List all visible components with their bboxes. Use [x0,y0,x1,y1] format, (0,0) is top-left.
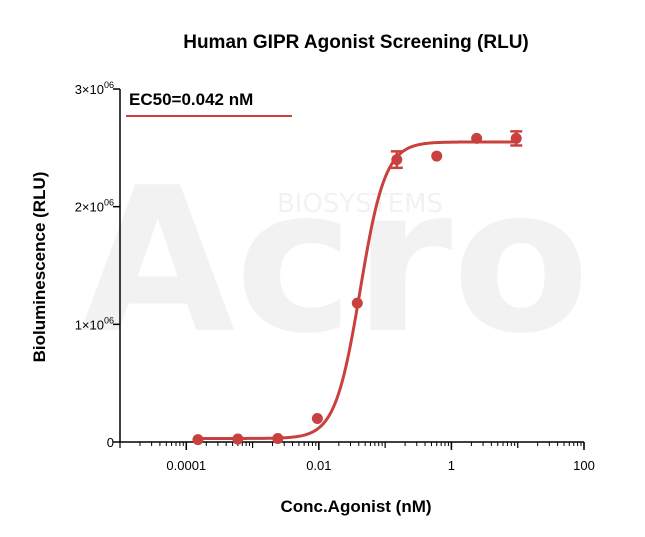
y-tick-exponent: 06 [104,315,114,325]
y-tick-label: 1×1006 [75,315,114,332]
y-tick-mantissa: 1×10 [75,317,104,332]
x-tick-label: 100 [573,458,595,473]
data-point [351,297,363,309]
x-tick-label: 1 [448,458,455,473]
y-tick-label: 0 [107,435,114,450]
data-point [232,433,244,445]
y-tick-exponent: 06 [104,198,114,208]
data-point [510,132,522,144]
data-point [192,434,204,446]
y-tick-mantissa: 2×10 [75,200,104,215]
y-tick-mantissa: 3×10 [75,82,104,97]
x-axis-title: Conc.Agonist (nM) [280,497,431,516]
watermark-main: Acro [80,145,589,378]
data-point [272,432,284,444]
x-tick-label: 0.0001 [166,458,206,473]
y-tick-label: 3×1006 [75,80,114,97]
y-axis-title: Bioluminescence (RLU) [30,172,49,363]
x-axis: 0.0001 0.01 1 100 [119,441,595,473]
data-point [311,412,323,424]
y-tick-exponent: 06 [104,80,114,90]
watermark: Acro BIOSYSTEMS [80,145,589,378]
ec50-annotation: EC50=0.042 nM [126,90,292,117]
data-point [471,132,483,144]
watermark-sub: BIOSYSTEMS [277,189,443,219]
data-point [391,154,403,166]
y-tick-label: 2×1006 [75,198,114,215]
data-point [431,150,443,162]
x-tick-label: 0.01 [306,458,331,473]
chart-title: Human GIPR Agonist Screening (RLU) [183,32,529,53]
y-tick-mantissa: 0 [107,435,114,450]
ec50-label: EC50=0.042 nM [129,90,253,109]
points-layer [192,130,523,446]
